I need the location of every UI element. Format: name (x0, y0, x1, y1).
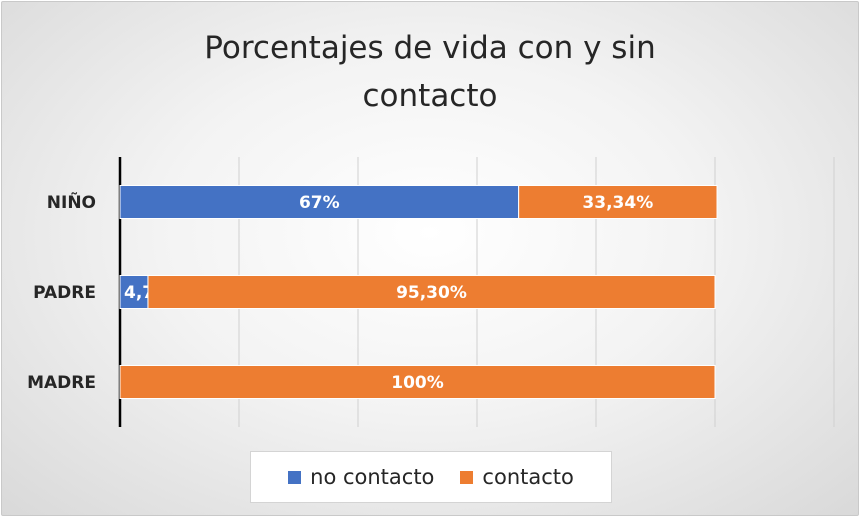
data-label-contacto-1: 33,34% (582, 193, 653, 213)
data-label-no-contacto-1: 67% (299, 193, 340, 213)
category-label-3: MADRE (27, 373, 96, 393)
legend-label-no-contacto: no contacto (310, 465, 435, 489)
legend-swatch-contacto (460, 470, 474, 484)
legend-swatch-no-contacto (288, 470, 302, 484)
data-label-contacto-3: 100% (391, 373, 444, 393)
category-label-2: PADRE (33, 283, 96, 303)
chart-title: Porcentajes de vida con y sin contacto (204, 30, 656, 114)
category-label-1: NIÑO (47, 190, 96, 213)
legend-label-contacto: contacto (482, 465, 574, 489)
bar-contacto-1 (518, 185, 718, 219)
legend: no contacto contacto (250, 451, 612, 503)
legend-item-contacto: contacto (460, 465, 574, 489)
bar-contacto-3 (119, 365, 716, 399)
bar-no-contacto-1 (119, 185, 520, 219)
data-label-contacto-2: 95,30% (396, 283, 467, 303)
legend-item-no-contacto: no contacto (288, 465, 434, 489)
bar-contacto-2 (147, 275, 716, 309)
